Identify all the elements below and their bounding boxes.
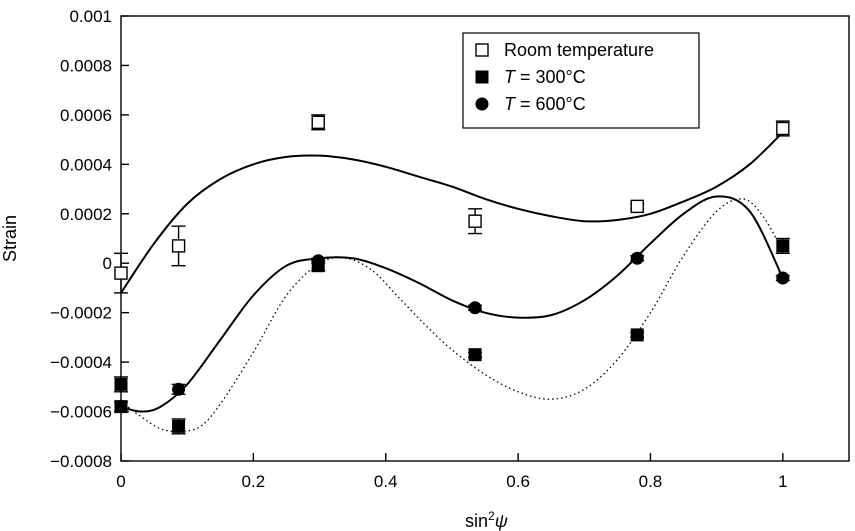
data-point-series-0	[311, 115, 325, 130]
x-tick-label: 0.4	[374, 472, 398, 491]
data-point-series-0	[776, 121, 790, 136]
data-point-series-0	[468, 214, 482, 228]
legend-label-italic: T	[504, 67, 517, 87]
fit-curve-series-2	[120, 195, 784, 413]
fit-curve-series-1	[120, 198, 784, 433]
data-point-series-0	[171, 239, 186, 253]
y-tick-label: 0.0002	[60, 205, 112, 224]
data-point-series-2	[776, 271, 790, 285]
y-tick-label: 0	[103, 254, 112, 273]
data-point-series-2	[172, 382, 186, 396]
y-tick-label: −0.0006	[50, 403, 112, 422]
y-tick-label: 0.0008	[60, 56, 112, 75]
legend-marker-series-2	[475, 97, 489, 111]
x-axis-title-main: sin	[465, 511, 488, 531]
y-axis-title: Strain	[0, 215, 20, 262]
legend-label-series-2: T = 600°C	[504, 94, 586, 114]
legend-label-text: = 600°C	[515, 94, 586, 114]
legend-label-series-1: T = 300°C	[504, 67, 586, 87]
data-point-series-1	[776, 239, 790, 253]
data-point-series-2	[114, 400, 128, 414]
fit-curves	[120, 131, 784, 433]
x-axis-title-symbol: ψ	[495, 511, 508, 531]
data-point-series-2	[630, 251, 644, 265]
legend-box	[462, 32, 700, 129]
x-tick-label: 1	[778, 472, 787, 491]
x-axis-title-superscript: 2	[488, 509, 495, 523]
axes: 0.001 0.0008 0.0006 0.0004 0.0002 0 −0.0002 −0.…	[50, 7, 850, 491]
x-tick-label: 0	[116, 472, 125, 491]
data-point-series-1	[468, 348, 482, 362]
y-tick-label: −0.0004	[50, 353, 112, 372]
legend-marker-series-0	[475, 43, 489, 57]
data-point-series-1	[630, 328, 644, 342]
data-point-series-1	[172, 419, 186, 433]
y-tick-label: 0.001	[69, 7, 112, 26]
x-tick-label: 0.8	[639, 472, 663, 491]
plot-frame	[120, 15, 850, 462]
data-markers	[114, 114, 790, 435]
x-axis-title: sin2ψ	[465, 509, 508, 531]
fit-curve-series-0	[120, 131, 784, 294]
legend-label-series-0: Room temperature	[504, 40, 654, 60]
data-point-series-0	[630, 199, 644, 214]
legend-label-italic: T	[504, 94, 517, 114]
data-point-series-0	[114, 266, 128, 280]
legend-marker-series-1	[475, 70, 489, 84]
y-tick-label: −0.0002	[50, 304, 112, 323]
y-tick-label: 0.0006	[60, 106, 112, 125]
x-tick-label: 0.6	[506, 472, 530, 491]
y-tick-label: −0.0008	[50, 452, 112, 471]
data-point-series-2	[311, 254, 325, 268]
legend-label-text: = 300°C	[515, 67, 586, 87]
y-tick-label: 0.0004	[60, 155, 112, 174]
legend-label-text: Room temperature	[504, 40, 654, 60]
data-point-series-1	[114, 377, 128, 391]
x-tick-label: 0.2	[242, 472, 266, 491]
data-point-series-2	[468, 301, 482, 315]
